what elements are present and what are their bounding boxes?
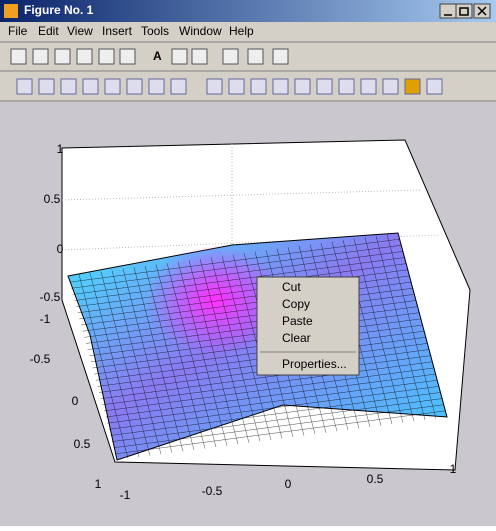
mesh-line	[386, 234, 437, 419]
toolbar-button[interactable]	[104, 78, 121, 95]
menu-item[interactable]: Window	[179, 24, 222, 38]
menu-item[interactable]: Edit	[38, 24, 59, 38]
x-tick-label: 1	[450, 462, 457, 476]
menu-item[interactable]: Insert	[102, 24, 133, 38]
toolbar-button[interactable]	[272, 78, 289, 95]
toolbar-button[interactable]	[32, 48, 49, 65]
toolbar-button[interactable]	[60, 78, 77, 95]
minimize-button[interactable]	[439, 3, 457, 19]
window-buttons[interactable]	[439, 3, 491, 19]
toolbar-button[interactable]	[250, 78, 267, 95]
y-tick-label: 0	[72, 394, 79, 408]
toolbar-button[interactable]	[98, 48, 115, 65]
menu-item[interactable]: File	[8, 24, 28, 38]
z-tick-label: 0.5	[44, 192, 61, 206]
context-menu-item[interactable]: Properties...	[282, 357, 347, 371]
x-tick-label: 0.5	[367, 472, 384, 486]
toolbar-button[interactable]	[222, 48, 239, 65]
context-menu-item[interactable]: Cut	[282, 280, 301, 294]
context-menu-item[interactable]: Clear	[282, 331, 311, 345]
x-tick-label: -1	[120, 488, 131, 502]
menu-item[interactable]: Tools	[141, 24, 169, 38]
app-icon	[4, 4, 18, 18]
toolbar-button[interactable]	[126, 78, 143, 95]
z-tick-label: -0.5	[40, 290, 61, 304]
x-tick-label: -0.5	[202, 484, 223, 498]
toolbar-button[interactable]	[171, 48, 188, 65]
toolbar-button[interactable]	[272, 48, 289, 65]
context-menu-item[interactable]: Paste	[282, 314, 313, 328]
toolbar-button[interactable]	[360, 78, 377, 95]
y-tick-label: 1	[95, 477, 102, 491]
mesh-line	[113, 404, 444, 448]
window-title: Figure No. 1	[24, 3, 94, 17]
toolbar-button[interactable]	[170, 78, 187, 95]
title-bar	[0, 0, 496, 22]
toolbar-button[interactable]	[76, 48, 93, 65]
toolbar-button[interactable]	[382, 78, 399, 95]
maximize-button[interactable]	[455, 3, 473, 19]
toolbar-button[interactable]	[191, 48, 208, 65]
toolbar-button[interactable]	[148, 78, 165, 95]
menu-item[interactable]: Help	[229, 24, 254, 38]
x-tick-label: 0	[285, 477, 292, 491]
mesh-line	[375, 235, 426, 420]
mesh-line	[112, 398, 443, 442]
context-menu	[256, 276, 360, 376]
surface-peak	[145, 245, 285, 355]
mesh-line	[108, 386, 439, 430]
mesh-line	[115, 410, 446, 455]
menu-item[interactable]: View	[67, 24, 93, 38]
toolbar-button[interactable]	[54, 48, 71, 65]
toolbar-button[interactable]	[404, 78, 421, 95]
text-tool-button[interactable]: A	[153, 49, 162, 63]
y-tick-label: -1	[40, 312, 51, 326]
toolbar-button[interactable]	[16, 78, 33, 95]
toolbar-button[interactable]	[247, 48, 264, 65]
toolbar-button[interactable]	[338, 78, 355, 95]
mesh-line	[364, 237, 415, 422]
z-tick-label: 0	[57, 242, 64, 256]
toolbar-button[interactable]	[10, 48, 27, 65]
z-tick-label: 1	[57, 142, 64, 156]
mesh-line	[353, 238, 404, 423]
toolbar-button[interactable]	[206, 78, 223, 95]
y-tick-label: -0.5	[30, 352, 51, 366]
toolbar-button[interactable]	[228, 78, 245, 95]
axis-ticks: 1 0.5 0 -0.5 -1 -0.5 0 0.5 1 -1 -0.5 0 0.5 1	[30, 142, 457, 502]
toolbar-button[interactable]	[294, 78, 311, 95]
context-menu-item[interactable]: Copy	[282, 297, 310, 311]
mesh-line	[110, 392, 441, 436]
toolbar-button[interactable]	[38, 78, 55, 95]
context-menu-box	[256, 276, 360, 376]
toolbars	[10, 48, 443, 95]
toolbar-button[interactable]	[316, 78, 333, 95]
toolbar-button[interactable]	[82, 78, 99, 95]
menu-bar: File Edit View Insert Tools Window Help	[8, 24, 254, 38]
toolbar-button[interactable]	[119, 48, 136, 65]
toolbar-button[interactable]	[426, 78, 443, 95]
y-tick-label: 0.5	[74, 437, 91, 451]
